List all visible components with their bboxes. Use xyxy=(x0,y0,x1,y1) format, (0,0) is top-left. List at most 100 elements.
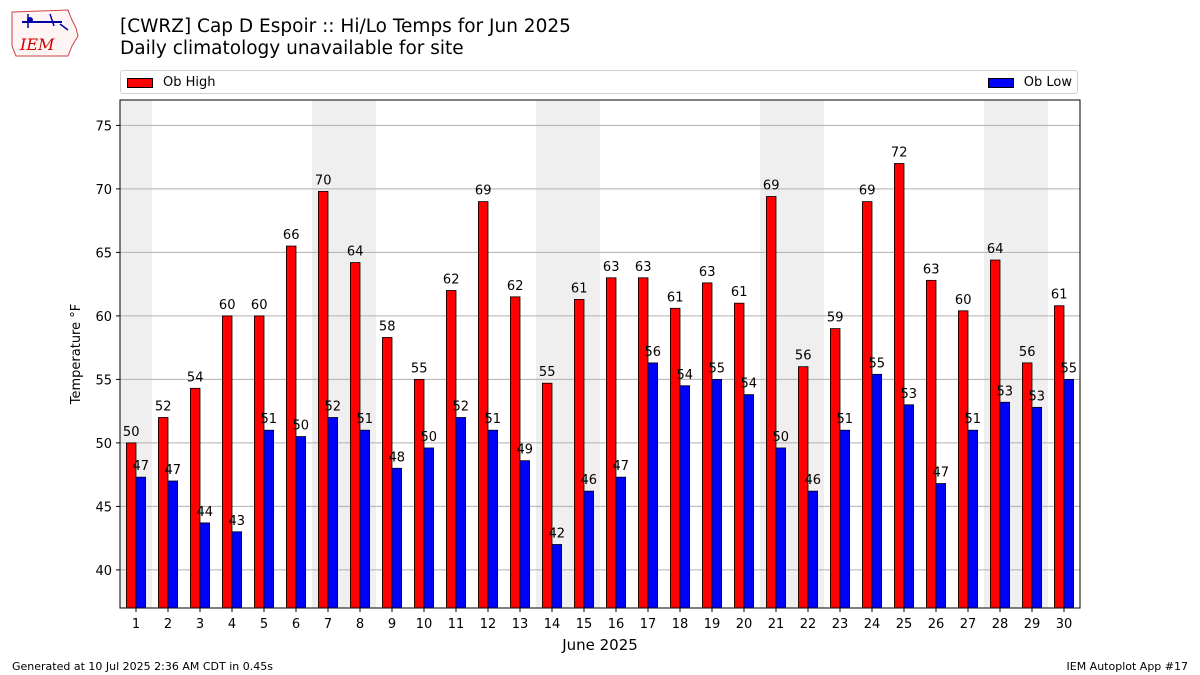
x-tick-label-11: 11 xyxy=(448,617,465,632)
data-label-high-day-12: 69 xyxy=(475,184,492,199)
data-label-low-day-16: 47 xyxy=(613,459,630,474)
y-axis-label: Temperature °F xyxy=(69,304,84,405)
x-tick-label-25: 25 xyxy=(896,617,913,632)
x-tick-label-17: 17 xyxy=(640,617,657,632)
legend-swatch-ob-low xyxy=(987,77,1014,88)
footer-app: IEM Autoplot App #17 xyxy=(1066,660,1189,673)
data-label-low-day-20: 54 xyxy=(741,377,758,392)
bar-low-day-18 xyxy=(679,385,691,609)
bar-low-day-16 xyxy=(615,476,627,609)
data-label-low-day-1: 47 xyxy=(133,459,150,474)
bar-low-day-20 xyxy=(743,394,755,609)
data-label-low-day-13: 49 xyxy=(517,443,534,458)
bar-low-day-9 xyxy=(391,467,403,609)
bar-high-day-30 xyxy=(1054,305,1065,609)
data-label-high-day-24: 69 xyxy=(859,184,876,199)
bar-low-day-22 xyxy=(807,490,819,609)
bar-high-day-23 xyxy=(830,328,841,609)
bar-high-day-26 xyxy=(926,279,937,609)
bar-low-day-1 xyxy=(135,476,147,609)
bar-low-day-8 xyxy=(359,429,371,609)
data-label-low-day-2: 47 xyxy=(165,463,182,478)
data-label-low-day-15: 46 xyxy=(581,473,598,488)
legend-item-ob-low: Ob Low xyxy=(987,75,1072,90)
bar-low-day-24 xyxy=(871,373,883,609)
data-label-high-day-18: 61 xyxy=(667,290,684,305)
data-label-high-day-20: 61 xyxy=(731,285,748,300)
x-tick-label-2: 2 xyxy=(164,617,172,632)
bar-low-day-27 xyxy=(967,429,979,609)
bar-low-day-11 xyxy=(455,417,467,609)
data-label-high-day-29: 56 xyxy=(1019,345,1036,360)
bar-low-day-25 xyxy=(903,404,915,609)
data-label-low-day-10: 50 xyxy=(421,430,438,445)
bar-low-day-5 xyxy=(263,429,275,609)
y-tick-label-75: 75 xyxy=(95,119,112,134)
bar-low-day-6 xyxy=(295,436,307,609)
bar-low-day-2 xyxy=(167,480,179,609)
data-label-high-day-9: 58 xyxy=(379,319,396,334)
data-label-low-day-14: 42 xyxy=(549,527,566,542)
data-label-high-day-28: 64 xyxy=(987,242,1004,257)
data-label-high-day-19: 63 xyxy=(699,265,716,280)
data-label-low-day-27: 51 xyxy=(965,412,982,427)
x-tick-label-9: 9 xyxy=(388,617,396,632)
x-tick-label-8: 8 xyxy=(356,617,364,632)
x-tick-label-12: 12 xyxy=(480,617,497,632)
data-label-low-day-11: 52 xyxy=(453,400,470,415)
footer-generated: Generated at 10 Jul 2025 2:36 AM CDT in … xyxy=(12,660,273,673)
data-label-low-day-28: 53 xyxy=(997,384,1014,399)
bar-high-day-25 xyxy=(894,163,905,609)
bar-low-day-3 xyxy=(199,522,211,609)
data-label-low-day-3: 44 xyxy=(197,505,214,520)
bar-high-day-20 xyxy=(734,302,745,609)
data-label-high-day-17: 63 xyxy=(635,260,652,275)
logo-text: IEM xyxy=(19,35,55,54)
data-label-low-day-4: 43 xyxy=(229,514,246,529)
data-label-high-day-14: 55 xyxy=(539,365,556,380)
bar-high-day-11 xyxy=(445,290,457,609)
data-label-high-day-30: 61 xyxy=(1051,288,1068,303)
bar-high-day-5 xyxy=(253,315,265,609)
bar-high-day-19 xyxy=(702,282,713,609)
data-label-high-day-27: 60 xyxy=(955,293,972,308)
x-tick-label-15: 15 xyxy=(576,617,593,632)
data-label-low-day-7: 52 xyxy=(325,400,342,415)
plot-frame xyxy=(119,99,1081,609)
data-label-high-day-11: 62 xyxy=(443,273,460,288)
bar-high-day-24 xyxy=(862,201,873,609)
legend-label-ob-low: Ob Low xyxy=(1023,75,1072,90)
chart-legend: Ob High Ob Low xyxy=(120,70,1078,94)
data-label-low-day-24: 55 xyxy=(869,356,886,371)
bar-high-day-8 xyxy=(349,262,361,609)
x-tick-label-16: 16 xyxy=(608,617,625,632)
x-tick-label-21: 21 xyxy=(768,617,785,632)
bar-low-day-17 xyxy=(647,362,659,609)
data-label-high-day-25: 72 xyxy=(891,146,908,161)
bar-high-day-9 xyxy=(381,337,393,609)
x-tick-label-14: 14 xyxy=(544,617,561,632)
bar-high-day-17 xyxy=(638,277,649,609)
data-label-low-day-12: 51 xyxy=(485,412,502,427)
data-label-high-day-13: 62 xyxy=(507,279,524,294)
data-label-low-day-17: 56 xyxy=(645,345,662,360)
bar-low-day-29 xyxy=(1031,406,1043,609)
legend-label-ob-high: Ob High xyxy=(163,75,216,90)
x-tick-label-20: 20 xyxy=(736,617,753,632)
x-tick-label-13: 13 xyxy=(512,617,529,632)
x-tick-label-4: 4 xyxy=(228,617,236,632)
bar-low-day-12 xyxy=(487,429,499,609)
bar-high-day-27 xyxy=(958,310,969,609)
data-label-high-day-4: 60 xyxy=(219,298,236,313)
data-label-low-day-30: 55 xyxy=(1061,361,1078,376)
data-label-high-day-21: 69 xyxy=(763,179,780,194)
data-label-low-day-18: 54 xyxy=(677,368,694,383)
bar-low-day-13 xyxy=(519,460,531,609)
data-label-low-day-19: 55 xyxy=(709,361,726,376)
bar-low-day-19 xyxy=(711,378,723,609)
bar-low-day-23 xyxy=(839,429,851,609)
x-tick-label-1: 1 xyxy=(132,617,140,632)
data-label-low-day-21: 50 xyxy=(773,430,790,445)
data-label-low-day-9: 48 xyxy=(389,450,406,465)
bar-high-day-18 xyxy=(670,307,681,609)
